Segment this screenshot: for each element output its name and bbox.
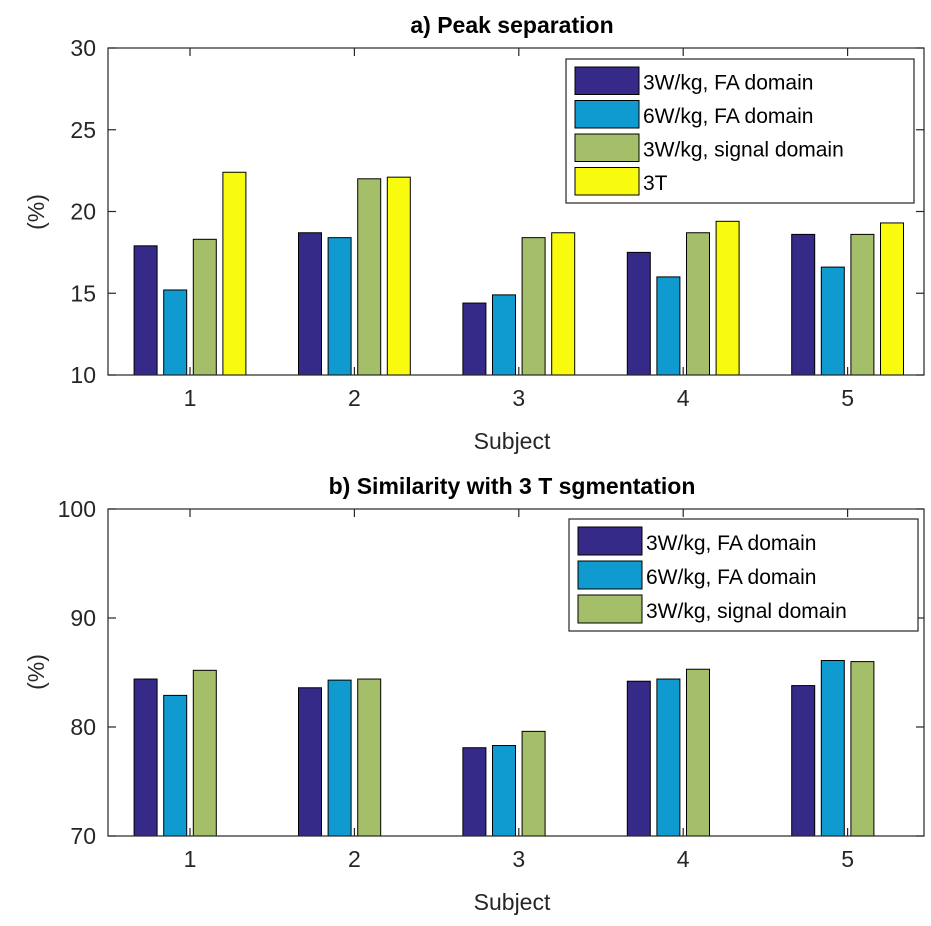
- legend-swatch: [577, 594, 643, 624]
- legend-label: 3W/kg, signal domain: [643, 139, 844, 162]
- legend-swatch: [577, 560, 643, 590]
- bar: [222, 171, 247, 376]
- x-tick-label: 4: [677, 385, 690, 411]
- bar: [298, 687, 322, 837]
- bar: [357, 178, 382, 376]
- bar: [327, 237, 352, 376]
- bar: [521, 730, 546, 837]
- bar: [820, 266, 845, 376]
- y-tick-label: 100: [58, 496, 96, 522]
- legend-swatch: [574, 167, 640, 196]
- bar: [521, 237, 546, 376]
- bar: [298, 232, 322, 376]
- bar: [163, 289, 188, 376]
- bar: [626, 680, 651, 837]
- y-tick-label: 20: [70, 199, 96, 225]
- x-tick-label: 3: [512, 846, 525, 872]
- x-tick-label: 2: [348, 385, 361, 411]
- bar: [492, 294, 516, 376]
- legend-swatch: [574, 66, 640, 95]
- bar: [551, 232, 576, 376]
- bar: [791, 685, 816, 837]
- panel-b-axes-box: [107, 508, 925, 837]
- panel-b-x-ticks: 1 2 3 4 5: [184, 509, 854, 872]
- panel-b-title: b) Similarity with 3 T sgmentation: [329, 473, 696, 499]
- bar: [850, 233, 875, 376]
- bar: [656, 678, 681, 837]
- bar: [357, 678, 382, 837]
- panel-b-y-axis-label: (%): [23, 654, 49, 690]
- panel-a-axes-box: [107, 47, 925, 376]
- y-tick-label: 10: [70, 362, 96, 388]
- y-tick-label: 15: [70, 280, 96, 306]
- panel-a-bars: [133, 171, 904, 376]
- x-tick-label: 1: [184, 846, 197, 872]
- panel-b-x-axis-label: Subject: [474, 889, 551, 915]
- bar: [163, 694, 188, 837]
- y-tick-label: 30: [70, 35, 96, 61]
- legend-label: 6W/kg, FA domain: [643, 105, 813, 128]
- legend-label: 6W/kg, FA domain: [646, 566, 816, 589]
- panel-a-y-axis-label: (%): [23, 194, 49, 230]
- bar: [656, 276, 681, 376]
- bar: [686, 668, 710, 837]
- panel-a-legend: 3W/kg, FA domain 6W/kg, FA domain 3W/kg, s…: [565, 58, 915, 204]
- legend-label: 3W/kg, FA domain: [646, 532, 816, 555]
- y-tick-label: 70: [70, 823, 96, 849]
- bar: [462, 747, 487, 837]
- legend-swatch: [574, 133, 640, 162]
- bar: [715, 220, 740, 376]
- x-tick-label: 5: [841, 846, 854, 872]
- bar: [880, 222, 904, 376]
- bar: [192, 669, 217, 837]
- x-tick-label: 2: [348, 846, 361, 872]
- bar: [133, 245, 158, 376]
- bar: [850, 661, 875, 837]
- legend-label: 3T: [643, 172, 668, 195]
- panel-a-title: a) Peak separation: [410, 12, 613, 38]
- bar: [192, 238, 217, 376]
- panel-a-x-axis-label: Subject: [474, 428, 551, 454]
- legend-swatch: [577, 526, 643, 556]
- y-tick-label: 80: [70, 714, 96, 740]
- bar: [820, 660, 845, 837]
- x-tick-label: 4: [677, 846, 690, 872]
- panel-a-chart: a) Peak separation 10 15 20 25 30 1 2 3 4 5 Subj…: [23, 12, 925, 454]
- bar: [686, 232, 710, 376]
- legend-label: 3W/kg, signal domain: [646, 600, 847, 623]
- panel-a-y-ticks: 10 15 20 25 30: [70, 35, 924, 388]
- bar: [327, 679, 352, 837]
- legend-swatch: [574, 100, 640, 129]
- x-tick-label: 1: [184, 385, 197, 411]
- x-tick-label: 3: [512, 385, 525, 411]
- panel-b-chart: b) Similarity with 3 T sgmentation 70 80 9…: [23, 473, 925, 915]
- panel-b-y-ticks: 70 80 90 100: [58, 496, 924, 849]
- panel-b-legend: 3W/kg, FA domain 6W/kg, FA domain 3W/kg, s…: [568, 518, 919, 632]
- bar: [133, 678, 158, 837]
- bar: [462, 302, 487, 376]
- y-tick-label: 25: [70, 117, 96, 143]
- x-tick-label: 5: [841, 385, 854, 411]
- bar: [791, 233, 816, 376]
- bar: [626, 251, 651, 376]
- bar: [386, 176, 411, 376]
- bar: [492, 745, 516, 837]
- legend-label: 3W/kg, FA domain: [643, 72, 813, 95]
- panel-a-x-ticks: 1 2 3 4 5: [184, 48, 854, 411]
- y-tick-label: 90: [70, 605, 96, 631]
